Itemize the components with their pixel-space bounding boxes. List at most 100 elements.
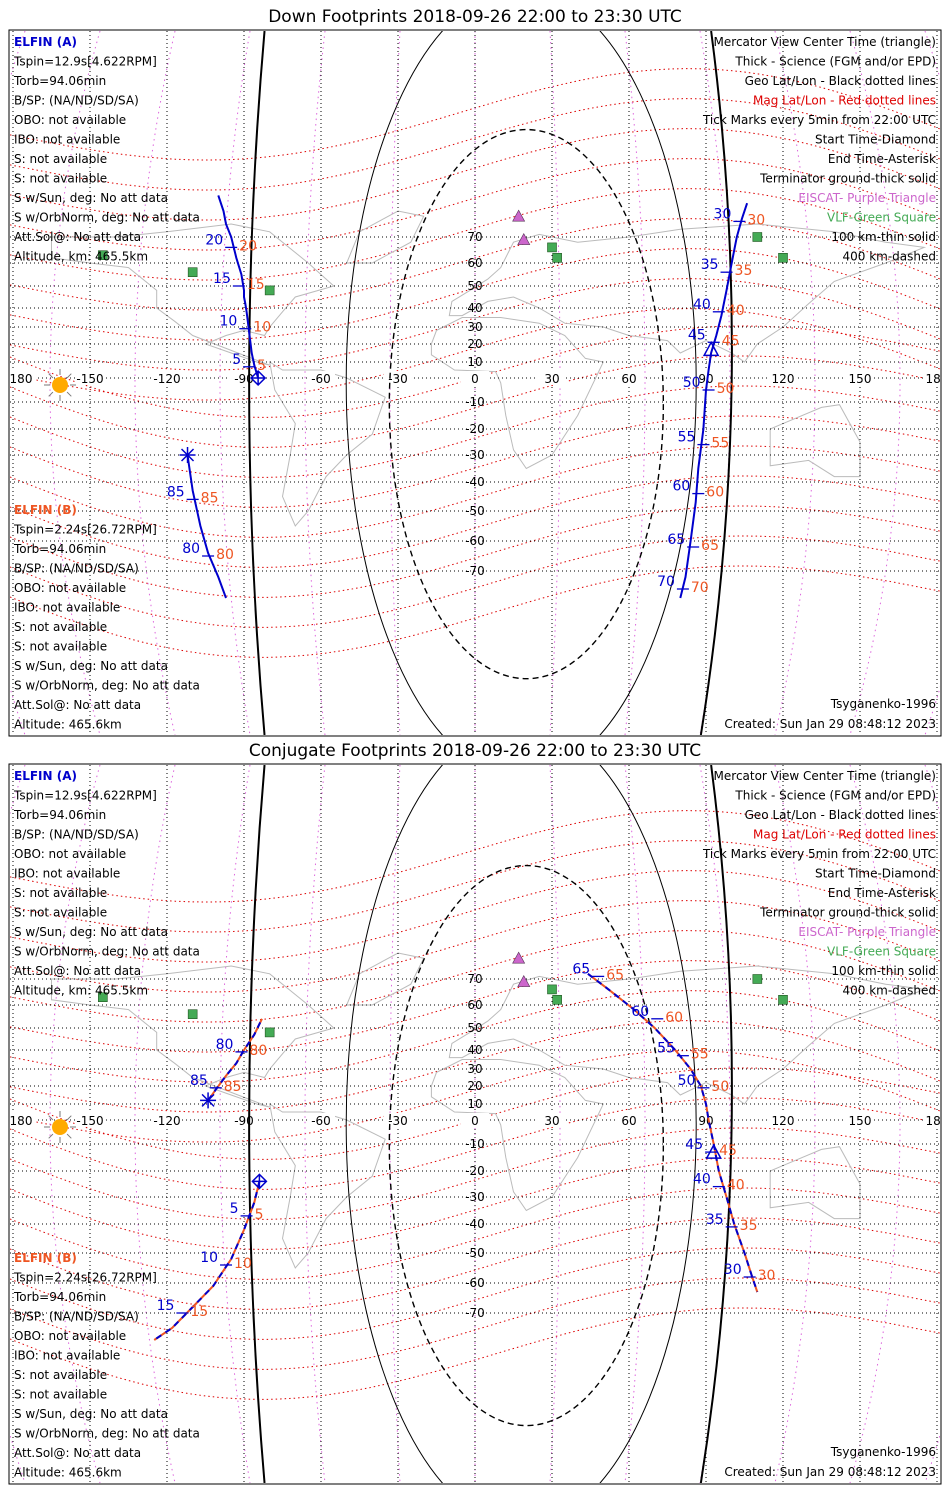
legend-line: Thick - Science (FGM and/or EPD) [734,55,936,69]
vlf-square-icon [752,974,763,984]
info-line: Torb=94.06min [13,808,106,822]
track-line [217,195,260,379]
legend-line: VLF-Green Square [827,211,936,225]
info-line: ELFIN (A) [14,769,77,783]
panel-title: Down Footprints 2018-09-26 22:00 to 23:3… [268,7,682,27]
mag-latitude-line [10,565,940,658]
continent-outline [448,965,927,1105]
lat-tick-label: -20 [465,422,485,436]
lat-tick-label: -20 [465,1164,485,1178]
mag-longitude-line [624,31,646,735]
lon-tick-label: -90 [234,1114,254,1128]
legend-line: Terminator ground-thick solid [759,906,936,920]
lat-tick-label: 30 [467,1062,482,1076]
lon-tick-label: 90 [698,1114,713,1128]
track-tick-label-a: 50 [683,375,701,391]
legend-line: Mercator View Center Time (triangle) [714,35,936,49]
sun-icon [44,1111,76,1143]
sun-ray [48,1133,54,1139]
lon-tick-bg [384,1113,412,1127]
track-tick-label-a: 80 [182,541,200,557]
track-tick-label-a: 40 [693,297,711,313]
terminator-west [248,31,266,735]
lon-tick-label: -150 [76,1114,103,1128]
vlf-square-icon [547,984,557,995]
vlf-square-icon [98,992,108,1003]
legend-line: Thick - Science (FGM and/or EPD) [734,789,936,803]
lon-tick-bg [769,371,797,385]
lon-tick-bg [615,371,643,385]
coastlines [51,210,927,527]
info-line: S: not available [14,152,107,166]
sun-ray [48,1115,54,1121]
mag-longitude-line [624,765,646,1483]
info-line: S: not available [14,1368,107,1382]
lon-tick-bg [692,371,720,385]
mag-longitude-line [849,765,901,1483]
lon-tick-label: 0 [471,372,479,386]
eiscat-triangle-icon [512,951,526,964]
footprint-track: 85 85 80 80 [190,1018,267,1109]
info-line: ELFIN (B) [14,1251,77,1265]
track-tick-label-a: 80 [216,1037,234,1053]
lon-tick-bg [307,1113,335,1127]
vlf-square-icon [264,285,275,296]
start-diamond-icon [250,369,267,387]
mag-longitude-line [389,765,401,1483]
lat-tick-label: 50 [467,279,482,293]
lat-tick-label: 40 [467,301,482,315]
sun-ray [66,1115,72,1121]
track-tick-label-a: 65 [667,532,685,548]
info-line: S: not available [14,906,107,920]
mag-latitude-line [10,1277,940,1370]
legend-line: Mercator View Center Time (triangle) [714,769,936,783]
continent-outline [269,360,386,527]
lat-tick-label: 60 [467,256,482,270]
track-tick-label-a: 15 [157,1298,175,1314]
lon-tick-label: 30 [544,372,559,386]
lat-tick-label: 20 [467,337,482,351]
lat-tick-label: -30 [465,448,485,462]
track-tick-label-b: 55 [691,1047,709,1063]
info-line: B/SP: (NA/ND/SD/SA) [14,562,139,576]
lat-tick-label: -10 [465,1137,485,1151]
info-line: OBO: not available [14,581,126,595]
info-line: Tspin=2.24s[26.72RPM] [13,523,157,537]
vlf-square-icon [187,1009,198,1020]
track-tick-label-a: 45 [685,1137,703,1153]
lat-tick-label: 30 [467,320,482,334]
legend-line: Mag Lat/Lon - Red dotted lines [753,94,936,108]
created-label: Created: Sun Jan 29 08:48:12 2023 [724,717,936,731]
track-tick-label-a: 35 [701,257,719,273]
continent-outline [430,1059,605,1212]
info-line: Torb=94.06min [13,74,106,88]
lon-tick-bg [153,1113,181,1127]
lat-tick-label: -10 [465,395,485,409]
elfin-b-info: ELFIN (B) Tspin=2.24s[26.72RPM] Torb=94.06… [13,1251,200,1480]
track-tick-label-b: 30 [747,212,765,228]
footprint-100km [345,31,697,735]
eiscat-triangle-icon [517,974,531,987]
mag-latitude-line [10,158,940,251]
track-tick-label-a: 55 [678,430,696,446]
end-asterisk-icon [200,1092,217,1109]
terminator-west [248,765,266,1483]
mag-longitude-line [304,765,326,1483]
lon-tick-label: -30 [388,372,408,386]
info-line: OBO: not available [14,1329,126,1343]
track-tick-label-a: 85 [167,484,185,500]
coastlines [51,952,927,1269]
down-footprints-panel: Down Footprints 2018-09-26 22:00 to 23:3… [8,7,942,737]
lat-tick-label: 40 [467,1043,482,1057]
info-line: S: not available [14,620,107,634]
legend-line: End Time-Asterisk [828,886,936,900]
model-label: Tsyganenko-1996 [830,697,936,711]
geo-grid [10,765,940,1483]
track-tick-label-b: 70 [691,580,709,596]
lon-tick-label: 180 [10,1114,33,1128]
info-line: Tspin=12.9s[4.622RPM] [13,55,157,69]
lon-tick-label: -60 [311,372,331,386]
continent-outline [769,404,861,478]
asterisk-stroke [181,448,195,462]
lon-tick-bg [307,371,335,385]
